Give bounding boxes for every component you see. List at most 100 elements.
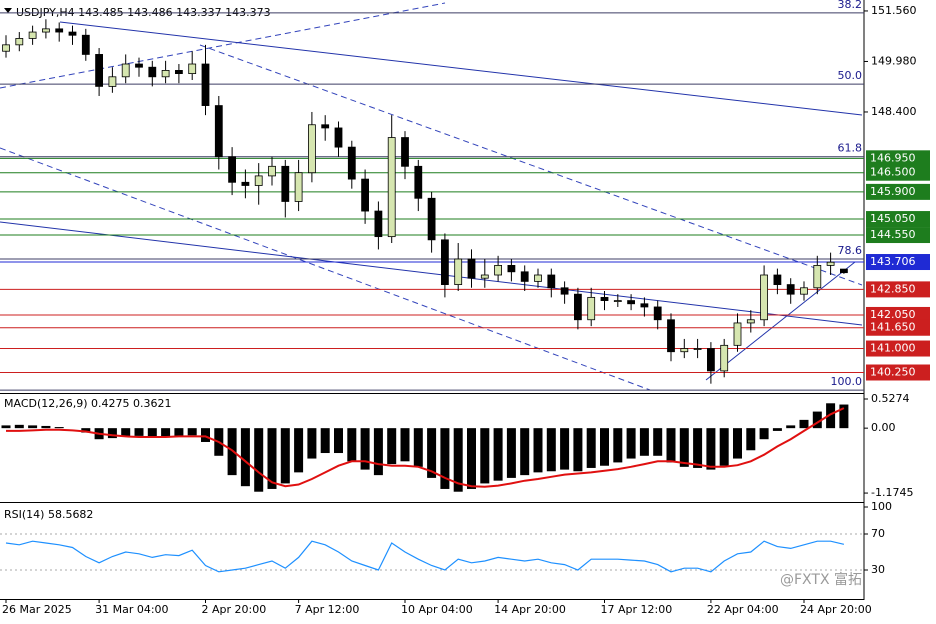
candle-body	[494, 265, 503, 276]
candle-body	[773, 274, 782, 285]
symbol-menu-icon[interactable]	[4, 8, 12, 13]
fib-label: 38.2	[838, 0, 863, 11]
candle-body	[733, 322, 742, 346]
macd-bar	[506, 428, 516, 478]
candle-body	[28, 31, 37, 39]
candle-body	[534, 274, 542, 282]
rsi-title: RSI(14) 58.5682	[4, 508, 93, 521]
macd-bar	[693, 428, 703, 468]
candle-body	[693, 348, 702, 350]
candle-body	[281, 165, 290, 202]
macd-bar	[387, 428, 397, 465]
candle-body	[374, 210, 383, 238]
level-label: 140.250	[870, 366, 916, 379]
macd-bar	[600, 428, 609, 466]
level-label-box	[866, 150, 930, 167]
macd-bar	[201, 428, 210, 442]
candle-body	[786, 284, 795, 295]
candle-body	[467, 258, 476, 279]
candle-body	[2, 44, 10, 52]
candle-body	[148, 66, 157, 78]
watermark: @FXTX 富拓	[780, 571, 862, 588]
candle-body	[68, 31, 77, 36]
candle-body	[560, 287, 569, 295]
level-label-box	[866, 340, 930, 357]
macd-bar	[626, 428, 636, 459]
macd-bar	[679, 428, 689, 467]
candle-body	[55, 28, 64, 33]
y-tick-label: 151.560	[871, 4, 917, 17]
candle-body	[427, 197, 436, 241]
macd-bar	[639, 428, 649, 456]
macd-bar	[334, 428, 343, 454]
y-tick-label: 70	[871, 527, 885, 540]
candle-body	[334, 127, 343, 148]
macd-bar	[467, 428, 476, 489]
candle-body	[414, 165, 423, 199]
candle-body	[667, 319, 675, 353]
macd-bar	[573, 428, 583, 472]
level-label: 141.650	[870, 321, 916, 334]
fib-label: 78.6	[838, 244, 863, 257]
trend-line	[705, 261, 856, 381]
candle-body	[174, 70, 183, 75]
candle-body	[387, 137, 396, 238]
level-label: 142.050	[870, 308, 916, 321]
macd-bar	[546, 428, 556, 472]
macd-bar	[586, 428, 596, 468]
trend-line	[59, 21, 863, 116]
candle-body	[268, 165, 276, 177]
macd-bar	[759, 428, 769, 440]
macd-bar	[400, 428, 410, 462]
macd-bar	[1, 425, 11, 429]
macd-bar	[134, 428, 144, 436]
candle-body	[454, 258, 463, 285]
candle-body	[108, 76, 117, 87]
macd-bar	[121, 428, 131, 437]
candle-body	[228, 156, 237, 183]
macd-bar	[240, 428, 250, 487]
macd-bar	[227, 428, 237, 476]
y-tick-label: 149.980	[871, 54, 917, 67]
level-label-box	[866, 183, 930, 200]
macd-bar	[427, 428, 437, 478]
y-tick-label: 30	[871, 563, 885, 576]
macd-bar	[453, 428, 463, 492]
x-tick-label: 10 Apr 04:00	[401, 603, 473, 616]
drawings	[0, 2, 863, 391]
level-label-box	[866, 164, 930, 181]
x-tick-label: 7 Apr 12:00	[295, 603, 360, 616]
candle-body	[161, 70, 170, 78]
level-label-box	[866, 254, 930, 271]
level-label-box	[866, 306, 930, 323]
signal-line	[6, 407, 845, 488]
candle-body	[121, 63, 130, 78]
x-tick-label: 24 Apr 20:00	[800, 603, 872, 616]
macd-bar	[41, 425, 51, 429]
fib-label: 50.0	[838, 69, 863, 82]
macd-bar	[254, 428, 264, 492]
macd-bar	[174, 428, 184, 436]
macd-bar	[746, 428, 756, 451]
candle-body	[214, 105, 223, 158]
candle-body	[321, 124, 330, 129]
candle-body	[840, 268, 848, 274]
candle-body	[826, 261, 835, 266]
macd-bar	[307, 428, 317, 459]
y-tick-label: 148.400	[871, 105, 917, 118]
y-tick-label: -1.1745	[871, 486, 913, 499]
macd-bar	[839, 404, 849, 429]
level-label: 142.850	[870, 282, 916, 295]
x-tick-label: 22 Apr 04:00	[707, 603, 779, 616]
macd-bar	[772, 428, 782, 431]
level-label: 145.900	[870, 185, 916, 198]
macd-bar	[320, 428, 330, 454]
rsi-line	[5, 540, 845, 573]
candle-body	[707, 348, 715, 372]
x-tick-label: 17 Apr 12:00	[601, 603, 673, 616]
level-label-box	[866, 319, 930, 336]
level-label-box	[866, 364, 930, 381]
candle-body	[135, 63, 143, 68]
macd-bar	[520, 428, 530, 476]
